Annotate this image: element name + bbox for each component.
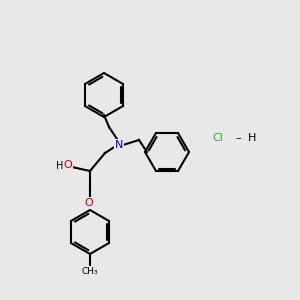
Text: CH₃: CH₃ — [82, 266, 98, 275]
Text: Cl: Cl — [213, 133, 224, 143]
Text: O: O — [64, 160, 72, 170]
Text: –: – — [235, 133, 241, 143]
Text: O: O — [85, 198, 93, 208]
Text: H: H — [248, 133, 256, 143]
Text: H: H — [56, 161, 64, 171]
Text: N: N — [115, 140, 123, 150]
